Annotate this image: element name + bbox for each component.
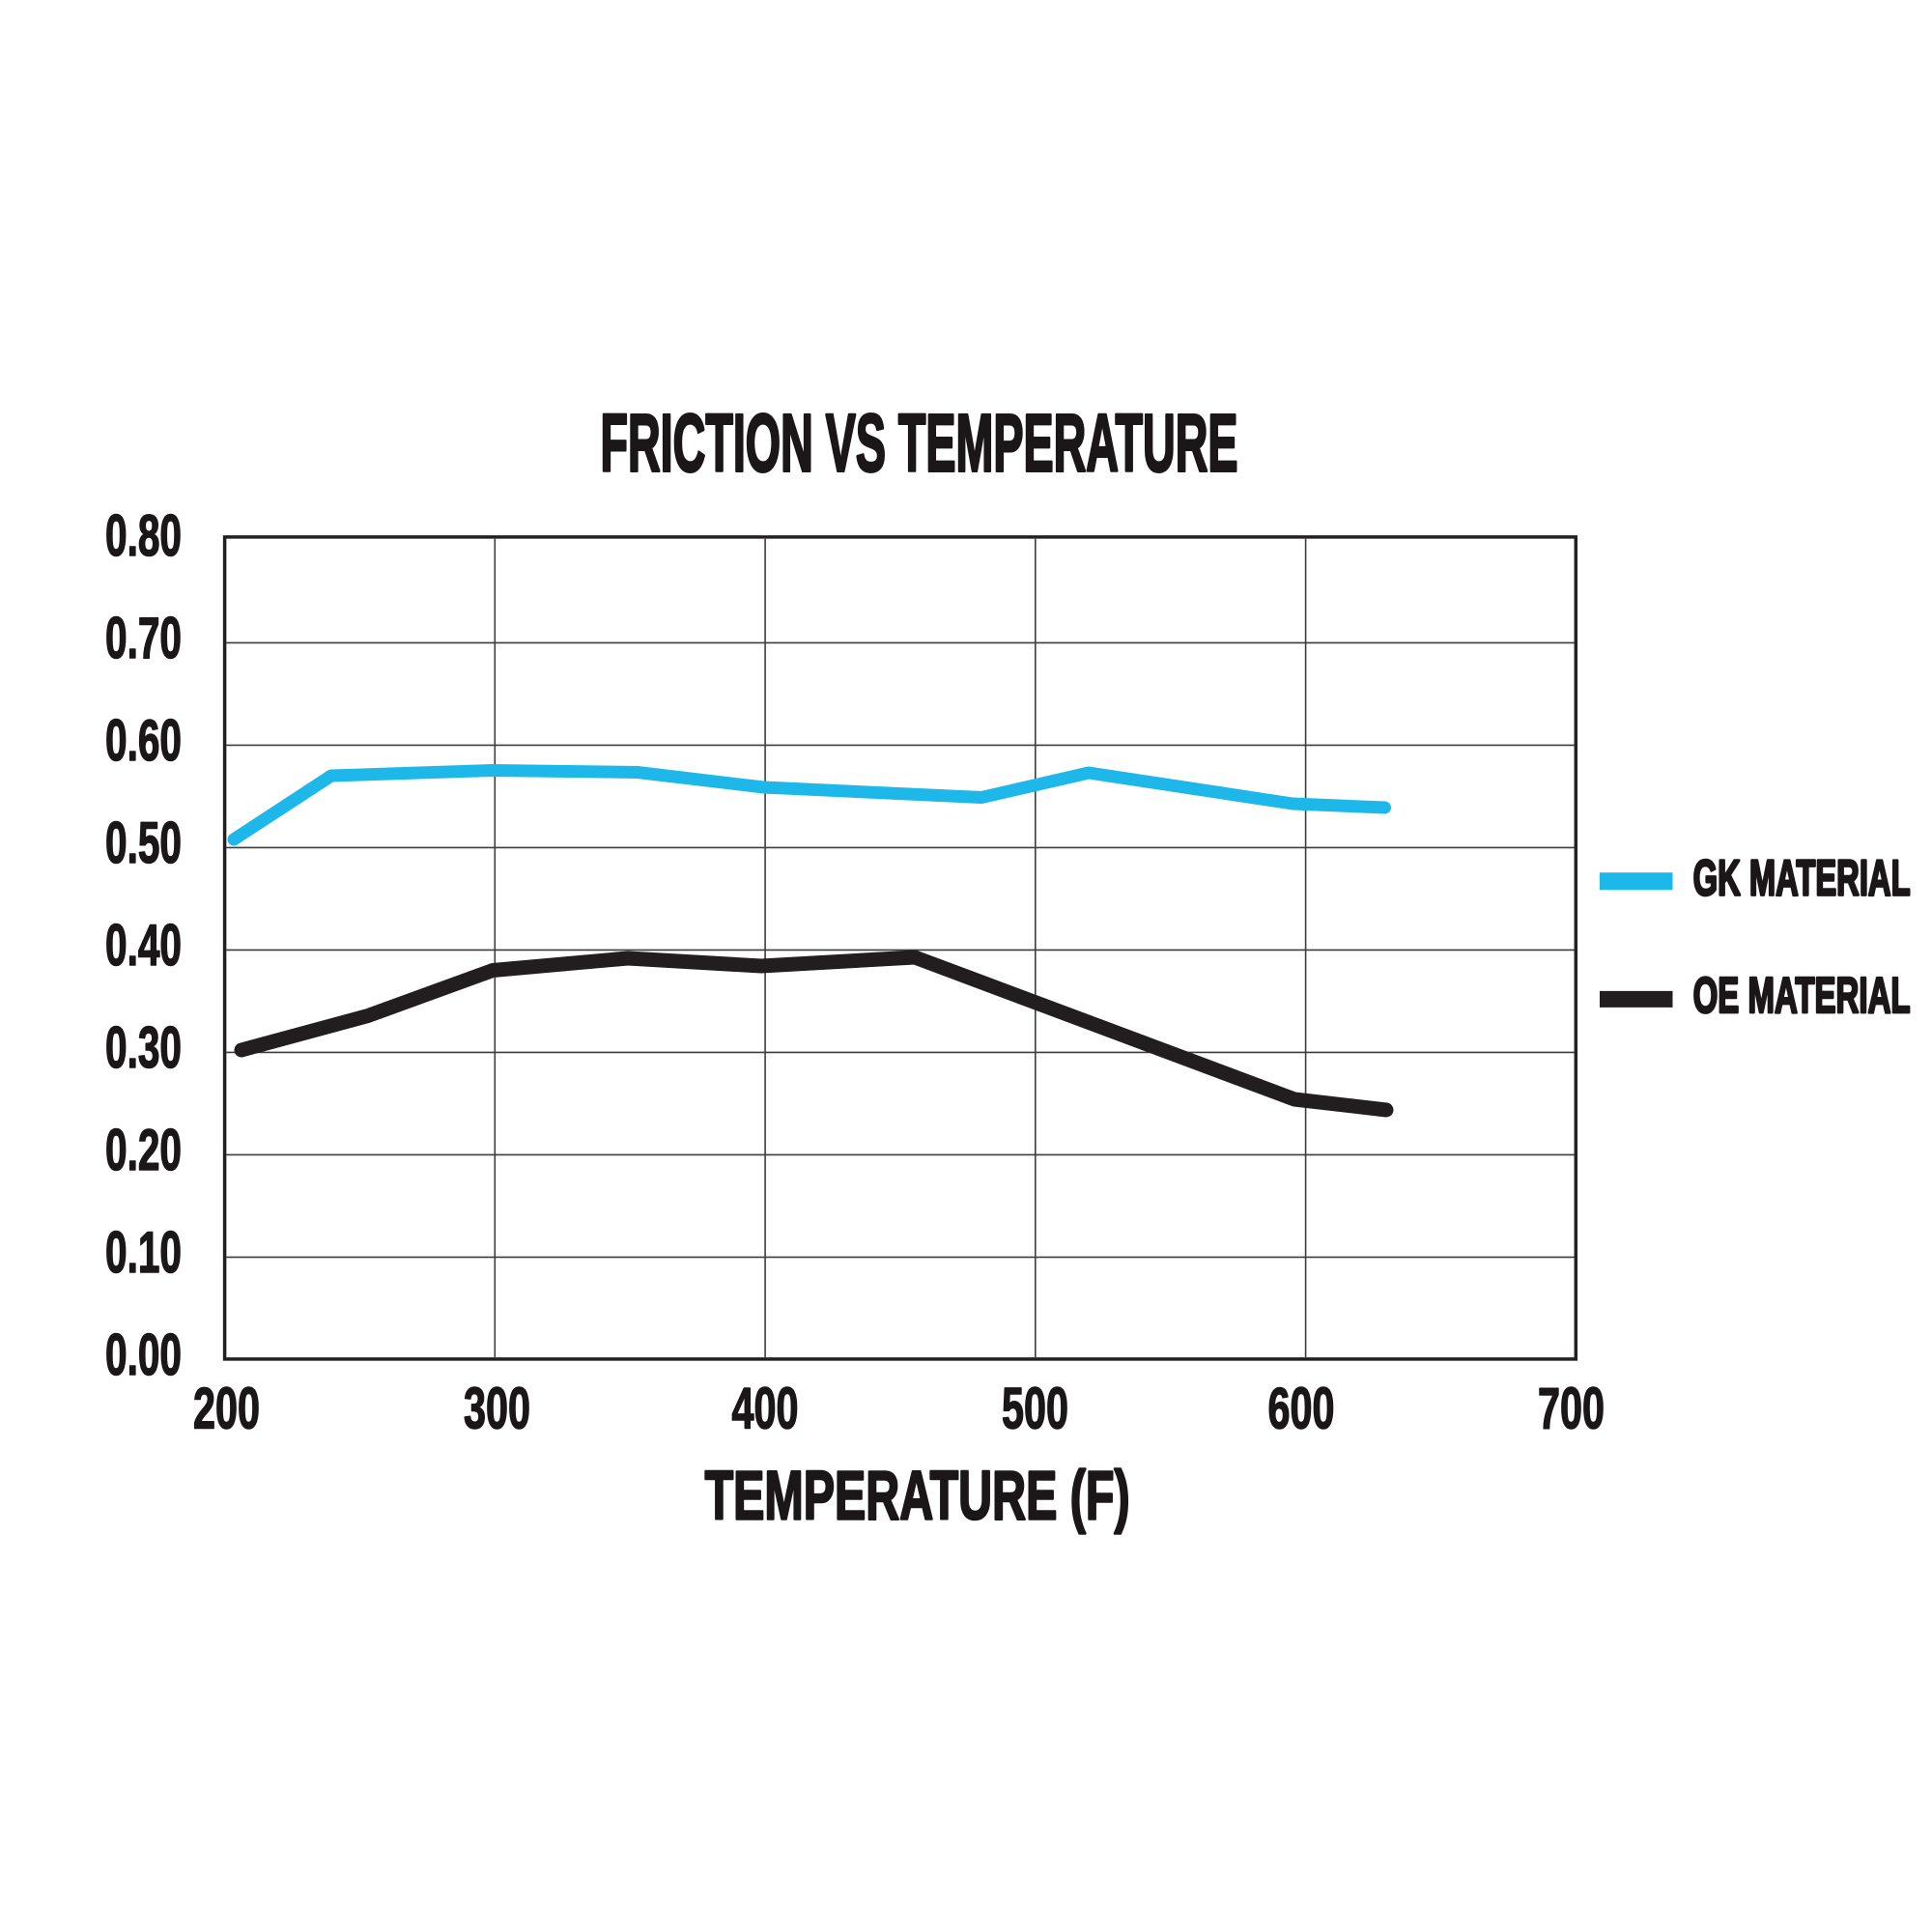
svg-text:200: 200 xyxy=(193,1376,260,1441)
svg-text:0.00: 0.00 xyxy=(105,1321,182,1387)
svg-text:0.80: 0.80 xyxy=(105,502,182,568)
svg-text:0.10: 0.10 xyxy=(105,1219,182,1285)
svg-text:0.70: 0.70 xyxy=(105,605,182,670)
svg-text:0.20: 0.20 xyxy=(105,1117,182,1182)
svg-text:TEMPERATURE (F): TEMPERATURE (F) xyxy=(705,1458,1130,1535)
svg-text:0.40: 0.40 xyxy=(105,912,182,978)
svg-text:300: 300 xyxy=(464,1376,530,1441)
svg-text:0.60: 0.60 xyxy=(105,707,182,773)
svg-text:700: 700 xyxy=(1538,1376,1605,1441)
svg-text:FRICTION VS TEMPERATURE: FRICTION VS TEMPERATURE xyxy=(601,398,1238,489)
svg-text:600: 600 xyxy=(1268,1376,1335,1441)
svg-text:OE MATERIAL: OE MATERIAL xyxy=(1693,967,1911,1023)
svg-text:0.50: 0.50 xyxy=(105,810,182,875)
svg-text:0.30: 0.30 xyxy=(105,1014,182,1080)
svg-text:GK MATERIAL: GK MATERIAL xyxy=(1693,850,1911,906)
svg-text:500: 500 xyxy=(1002,1376,1068,1441)
svg-text:400: 400 xyxy=(732,1376,799,1441)
